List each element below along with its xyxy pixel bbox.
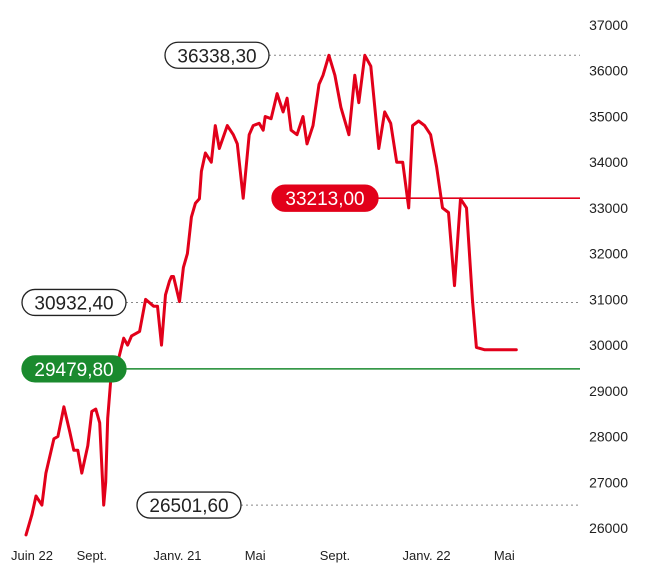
reference-pill (21, 355, 127, 383)
reference-pill (271, 184, 379, 212)
reference-label: 29479,80 (21, 355, 127, 383)
y-tick-label: 30000 (589, 337, 628, 353)
reference-pill (136, 491, 242, 519)
reference-pill (164, 41, 270, 69)
series-line (24, 53, 518, 537)
reference-value: 33213,00 (285, 189, 364, 210)
y-tick-label: 29000 (589, 383, 628, 399)
y-tick-label: 35000 (589, 108, 628, 124)
reference-label: 33213,00 (271, 184, 379, 212)
y-tick-label: 26000 (589, 520, 628, 536)
x-tick-label: Janv. 22 (402, 548, 450, 563)
y-tick-label: 28000 (589, 429, 628, 445)
x-tick-label: Mai (245, 548, 266, 563)
y-tick-label: 32000 (589, 246, 628, 262)
y-tick-label: 31000 (589, 291, 628, 307)
reference-label: 36338,30 (164, 41, 270, 69)
x-tick-label: Sept. (77, 548, 107, 563)
x-tick-label: Mai (494, 548, 515, 563)
reference-label: 26501,60 (136, 491, 242, 519)
y-tick-label: 27000 (589, 474, 628, 490)
x-tick-label: Juin 22 (11, 548, 53, 563)
reference-value: 29479,80 (34, 360, 113, 381)
y-tick-label: 34000 (589, 154, 628, 170)
reference-pill (21, 288, 127, 317)
reference-value: 30932,40 (34, 293, 113, 314)
y-tick-label: 37000 (589, 17, 628, 33)
y-tick-label: 36000 (589, 63, 628, 79)
x-tick-label: Janv. 21 (153, 548, 201, 563)
x-tick-label: Sept. (320, 548, 350, 563)
y-tick-label: 33000 (589, 200, 628, 216)
reference-value: 26501,60 (149, 496, 228, 517)
reference-value: 36338,30 (177, 46, 256, 67)
reference-label: 30932,40 (21, 288, 127, 317)
